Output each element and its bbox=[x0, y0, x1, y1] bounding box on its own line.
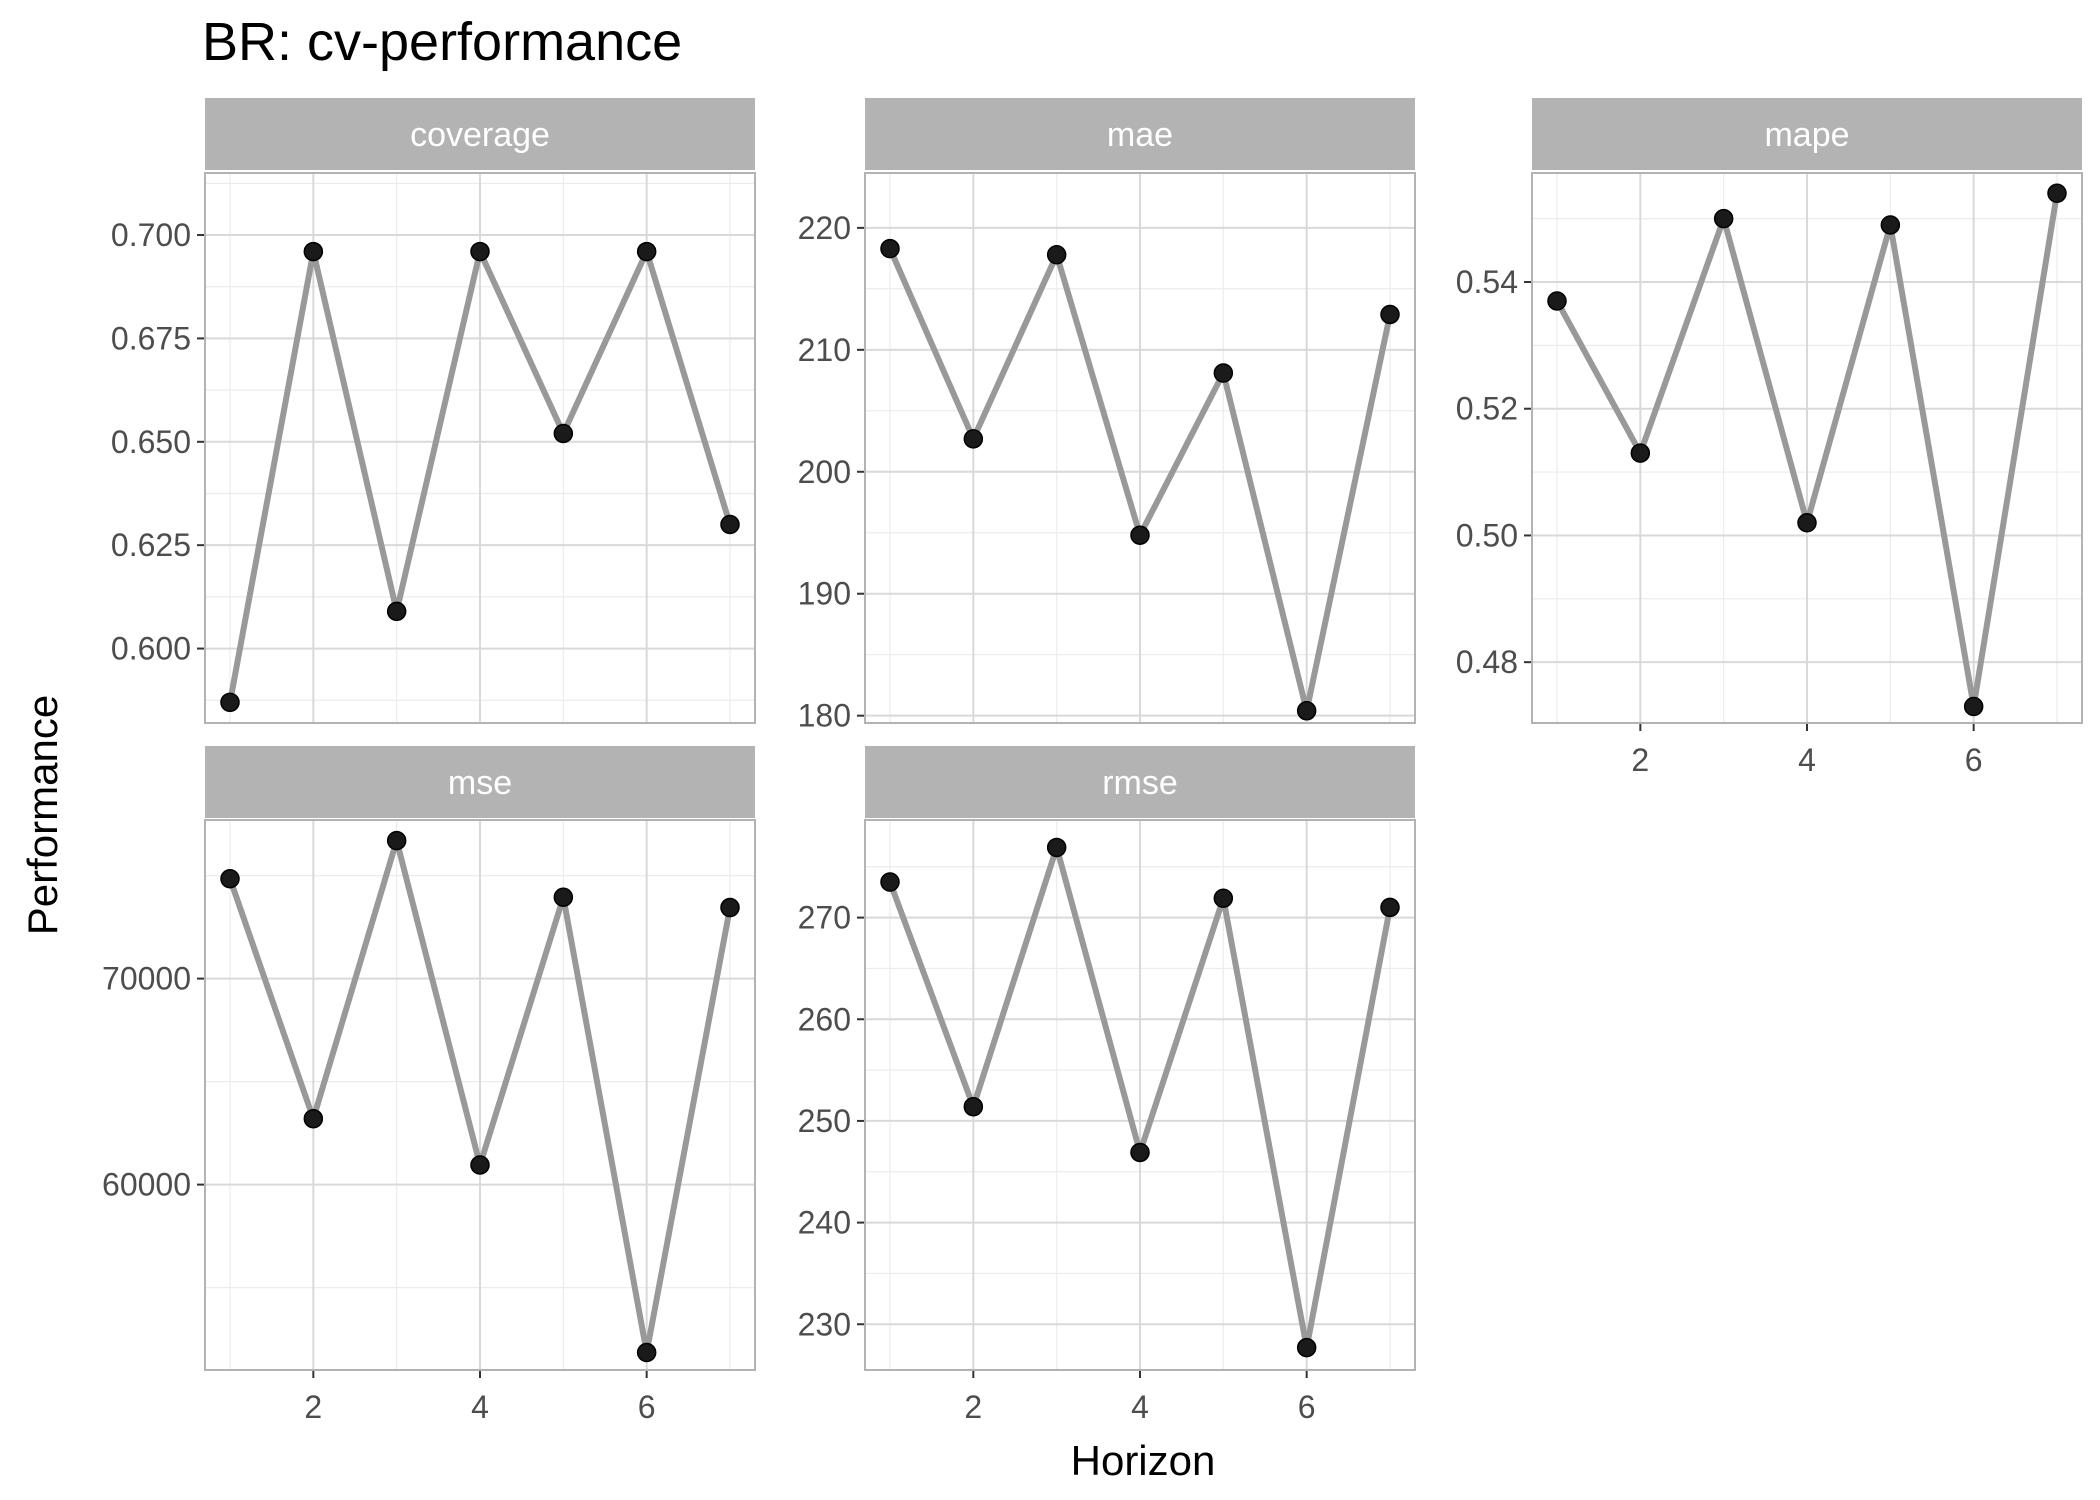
data-point bbox=[1630, 443, 1651, 463]
panel-border bbox=[204, 819, 756, 1371]
chart-title: BR: cv-performance bbox=[202, 12, 682, 72]
y-tick-label: 230 bbox=[798, 1306, 851, 1342]
panel-coverage: coverage 0.600 0.625 0.650 0.675 0.700 bbox=[111, 98, 756, 724]
x-tick-label: 6 bbox=[1298, 1389, 1316, 1425]
y-tick-label: 0.50 bbox=[1456, 517, 1518, 553]
data-point bbox=[1797, 513, 1817, 533]
y-tick-label: 250 bbox=[798, 1103, 851, 1139]
x-tick-label: 2 bbox=[304, 1389, 322, 1425]
x-tick-label: 2 bbox=[1631, 742, 1649, 778]
data-point bbox=[2047, 183, 2067, 204]
data-point bbox=[303, 241, 324, 262]
y-tick-label: 180 bbox=[798, 698, 851, 734]
x-tick-label: 4 bbox=[1131, 1389, 1149, 1425]
y-tick-label: 240 bbox=[798, 1205, 851, 1241]
data-point bbox=[470, 241, 490, 262]
panel-rmse: rmse 230 240 250 260 270 2 4 6 bbox=[798, 746, 1416, 1425]
data-point bbox=[880, 872, 900, 892]
panel-border bbox=[204, 172, 756, 724]
y-tick-label: 0.48 bbox=[1456, 644, 1518, 680]
y-tick-label: 200 bbox=[798, 454, 851, 490]
data-point bbox=[963, 1096, 984, 1117]
data-point bbox=[1213, 888, 1234, 909]
y-axis-title: Performance bbox=[19, 695, 66, 935]
strip-label-mse: mse bbox=[448, 764, 512, 802]
y-tick-label: 60000 bbox=[102, 1167, 191, 1203]
panel-mae: mae 180 190 200 210 220 bbox=[798, 98, 1416, 734]
data-point bbox=[1380, 897, 1400, 918]
y-tick-label: 220 bbox=[798, 210, 851, 246]
data-point bbox=[1046, 837, 1067, 858]
x-axis-title: Horizon bbox=[1071, 1437, 1216, 1484]
strip-rmse bbox=[865, 746, 1415, 818]
strip-label-mae: mae bbox=[1107, 116, 1173, 154]
data-point bbox=[1380, 304, 1400, 325]
data-point bbox=[1547, 291, 1567, 311]
strip-label-mape: mape bbox=[1764, 116, 1849, 154]
data-point bbox=[1880, 215, 1901, 235]
data-point bbox=[220, 868, 240, 889]
data-point bbox=[720, 897, 740, 918]
y-tick-label: 0.600 bbox=[111, 631, 191, 667]
x-tick-label: 2 bbox=[964, 1389, 982, 1425]
y-tick-label: 0.54 bbox=[1456, 264, 1518, 300]
data-point bbox=[963, 429, 984, 449]
data-point bbox=[636, 1342, 657, 1363]
panel-border bbox=[864, 172, 1416, 724]
x-tick-label: 4 bbox=[1798, 742, 1816, 778]
data-point bbox=[1046, 244, 1067, 265]
x-tick-label: 4 bbox=[471, 1389, 489, 1425]
panel-border bbox=[864, 819, 1416, 1371]
strip-mae bbox=[865, 98, 1415, 170]
y-tick-label: 210 bbox=[798, 332, 851, 368]
y-tick-label: 260 bbox=[798, 1001, 851, 1037]
y-tick-label: 0.650 bbox=[111, 424, 191, 460]
data-point bbox=[636, 241, 657, 262]
data-point bbox=[1296, 1337, 1317, 1358]
strip-label-coverage: coverage bbox=[410, 116, 550, 154]
data-point bbox=[1130, 525, 1150, 545]
data-point bbox=[553, 887, 574, 907]
y-tick-label: 0.625 bbox=[111, 527, 191, 563]
data-point bbox=[470, 1155, 490, 1175]
x-tick-label: 6 bbox=[638, 1389, 656, 1425]
strip-mse bbox=[205, 746, 755, 818]
data-point bbox=[220, 692, 240, 713]
strip-coverage bbox=[205, 98, 755, 170]
facet-panels: coverage 0.600 0.625 0.650 0.675 0.700 mae 180 1… bbox=[102, 98, 2083, 1425]
strip-mape bbox=[1532, 98, 2082, 170]
panel-mape: mape 0.48 0.50 0.52 0.54 2 4 6 bbox=[1456, 98, 2083, 778]
data-point bbox=[720, 514, 740, 535]
y-tick-label: 270 bbox=[798, 900, 851, 936]
data-point bbox=[303, 1108, 324, 1129]
data-point bbox=[1713, 208, 1734, 229]
x-tick-label: 6 bbox=[1965, 742, 1983, 778]
strip-label-rmse: rmse bbox=[1102, 764, 1178, 802]
data-point bbox=[1963, 696, 1984, 717]
y-tick-label: 0.52 bbox=[1456, 391, 1518, 427]
y-tick-label: 70000 bbox=[102, 961, 191, 997]
y-tick-label: 190 bbox=[798, 576, 851, 612]
data-point bbox=[1213, 363, 1234, 383]
data-point bbox=[386, 601, 407, 622]
data-point bbox=[1296, 701, 1317, 721]
data-point bbox=[553, 423, 574, 444]
panel-mse: mse 60000 70000 2 4 6 bbox=[102, 746, 756, 1425]
panel-border bbox=[1531, 172, 2083, 724]
y-tick-label: 0.675 bbox=[111, 320, 191, 356]
y-tick-label: 0.700 bbox=[111, 217, 191, 253]
data-point bbox=[880, 238, 900, 259]
data-point bbox=[386, 830, 407, 851]
data-point bbox=[1130, 1142, 1150, 1163]
